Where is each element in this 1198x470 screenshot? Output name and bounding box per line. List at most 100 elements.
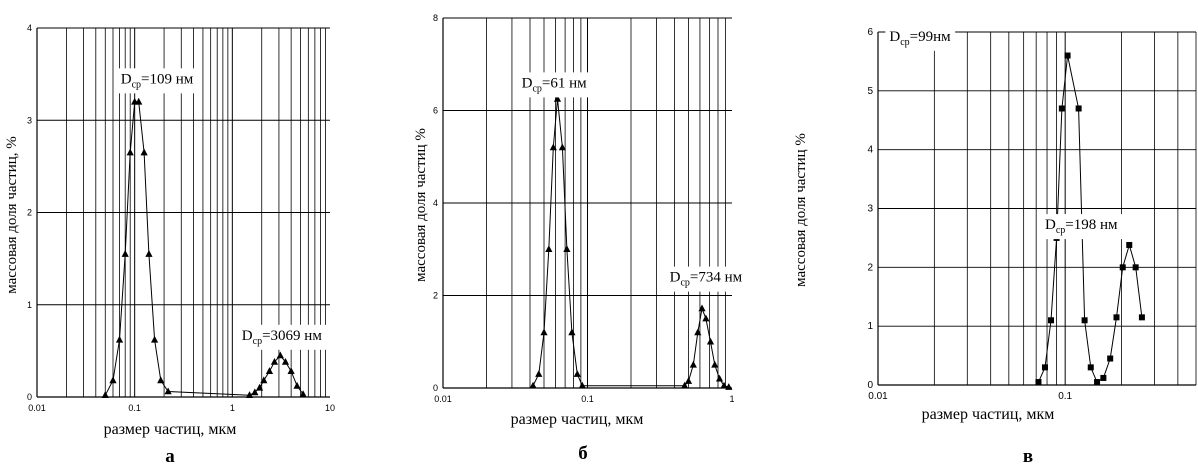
data-point xyxy=(558,143,566,151)
panel-letter: а xyxy=(165,446,175,467)
data-point xyxy=(681,381,689,389)
data-point xyxy=(1126,241,1133,248)
y-tick-label: 2 xyxy=(433,291,438,301)
annotation-main: D xyxy=(522,75,533,91)
data-point xyxy=(568,328,576,336)
data-point xyxy=(706,337,715,345)
data-point xyxy=(1035,379,1042,386)
y-tick-label: 4 xyxy=(867,145,873,156)
data-point xyxy=(265,367,274,374)
data-point xyxy=(715,374,724,382)
data-point xyxy=(151,335,159,343)
annotation-background xyxy=(665,266,747,292)
annotation-main: D xyxy=(121,71,132,87)
x-tick-label: 0.1 xyxy=(128,403,141,413)
x-tick-label: 0.01 xyxy=(434,394,452,404)
data-point xyxy=(140,148,148,156)
annotation-rest: =3069 нм xyxy=(262,328,322,344)
data-point xyxy=(1100,374,1107,381)
data-point xyxy=(1081,317,1088,324)
data-point xyxy=(1119,264,1126,271)
panel-letter: в xyxy=(1023,446,1033,467)
y-axis-label: массовая доля частиц % xyxy=(793,133,809,287)
y-tick-label: 0 xyxy=(433,383,438,393)
data-point xyxy=(293,381,301,389)
data-point xyxy=(287,367,295,374)
data-point xyxy=(1058,105,1065,112)
data-point xyxy=(578,381,586,389)
annotation-sub: ср xyxy=(132,79,141,90)
y-axis-label: массовая доля частиц, % xyxy=(4,136,20,294)
data-point xyxy=(563,245,571,253)
data-point xyxy=(281,357,290,365)
chart-panel-1: 0 1 2 3 4 0.01 0.1 1 10 массовая доля частиц, % ра… xyxy=(4,23,335,467)
data-point xyxy=(689,360,697,368)
annotation-label: Dср=734 нм xyxy=(670,270,743,289)
data-point xyxy=(1113,314,1120,321)
annotation-main: D xyxy=(670,270,681,286)
data-point xyxy=(245,391,254,398)
x-tick-label: 10 xyxy=(325,403,335,413)
y-tick-label: 0 xyxy=(27,392,32,402)
data-point xyxy=(126,148,134,156)
data-point xyxy=(299,390,307,398)
data-point xyxy=(702,314,710,322)
data-point xyxy=(251,388,259,396)
x-axis-label: размер частиц, мкм xyxy=(511,411,644,428)
annotation-background xyxy=(116,68,198,94)
data-point xyxy=(270,357,279,365)
y-axis-label: массовая доля частиц % xyxy=(413,128,429,282)
data-point xyxy=(145,250,153,257)
annotation-sub: ср xyxy=(253,336,262,347)
y-tick-label: 3 xyxy=(27,115,32,125)
x-tick-label: 1 xyxy=(230,403,235,413)
data-point xyxy=(101,391,109,398)
data-point xyxy=(1041,364,1048,371)
series-line xyxy=(532,98,729,388)
x-tick-label: 0.01 xyxy=(868,391,888,402)
annotation-sub: ср xyxy=(680,278,689,289)
data-point xyxy=(1075,105,1082,112)
annotation-rest: =198 нм xyxy=(1065,217,1118,233)
annotation-background xyxy=(237,324,327,350)
x-tick-label: 0.1 xyxy=(581,394,594,404)
data-point xyxy=(535,370,543,377)
x-tick-label: 0.1 xyxy=(1058,391,1072,402)
data-point xyxy=(1094,379,1101,386)
annotation-sub: ср xyxy=(1056,225,1065,236)
data-point xyxy=(255,383,264,391)
data-point xyxy=(1087,364,1094,371)
annotation-background xyxy=(1040,214,1123,240)
data-point xyxy=(720,381,728,389)
y-tick-label: 4 xyxy=(433,198,438,208)
data-point xyxy=(549,143,557,151)
data-point xyxy=(135,97,143,105)
data-point xyxy=(164,387,172,395)
data-point xyxy=(540,328,548,336)
annotation-label: Dср=61 нм xyxy=(522,75,588,94)
data-point xyxy=(711,360,719,368)
y-tick-label: 8 xyxy=(433,13,438,23)
x-tick-label: 0.01 xyxy=(28,403,46,413)
data-point xyxy=(109,376,117,384)
y-tick-label: 4 xyxy=(27,23,32,33)
annotation-main: D xyxy=(1045,217,1056,233)
annotation-rest: =99нм xyxy=(910,29,951,45)
y-tick-label: 6 xyxy=(867,27,873,38)
annotation-main: D xyxy=(242,328,253,344)
x-axis-label: размер частиц, мкм xyxy=(104,421,237,438)
annotation-sub: ср xyxy=(900,37,909,48)
data-point xyxy=(725,383,733,390)
y-tick-label: 5 xyxy=(867,86,873,97)
panel-letter: б xyxy=(578,443,588,464)
annotation-rest: =109 нм xyxy=(141,71,194,87)
data-point xyxy=(553,94,562,102)
data-point xyxy=(276,351,284,359)
data-point xyxy=(545,245,553,253)
data-point xyxy=(573,370,581,377)
annotation-background xyxy=(517,72,592,98)
y-tick-label: 0 xyxy=(867,380,873,391)
data-point xyxy=(121,250,129,257)
